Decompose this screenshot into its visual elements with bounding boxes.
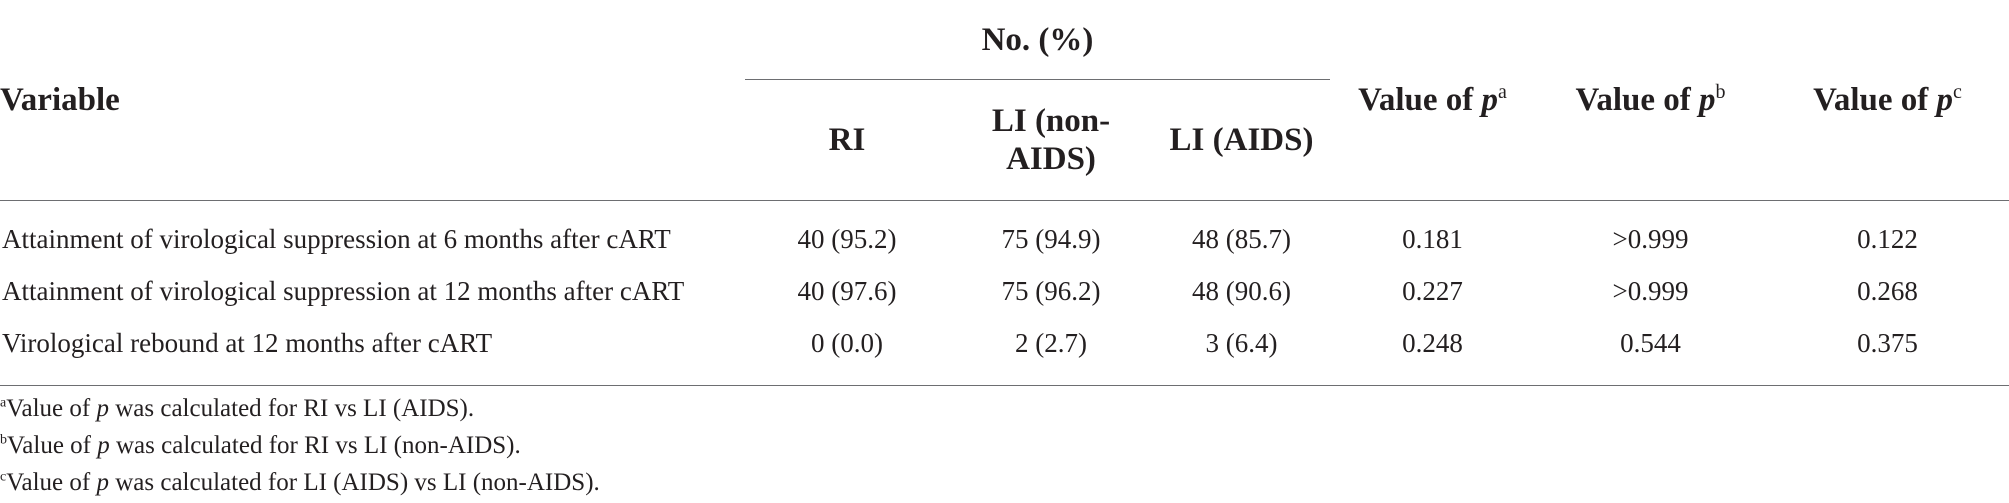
footnote-a-p: p bbox=[96, 395, 109, 422]
footnote-b-after: was calculated for RI vs LI (non-AIDS). bbox=[109, 432, 521, 459]
footnote-a-before: Value of bbox=[6, 395, 97, 422]
cell-li-aids: 48 (90.6) bbox=[1192, 275, 1291, 306]
footnote-a-marker: a bbox=[0, 395, 7, 411]
header-group-label: No. (%) bbox=[981, 22, 1094, 58]
header-p-a-sup: a bbox=[1498, 81, 1507, 103]
footnote-a: aValue of p was calculated for RI vs LI … bbox=[0, 390, 600, 427]
footnote-c: cValue of p was calculated for LI (AIDS)… bbox=[0, 464, 600, 501]
header-li-aids: LI (AIDS) bbox=[1153, 80, 1331, 201]
header-ri: RI bbox=[745, 80, 949, 201]
cell-ri: 0 (0.0) bbox=[745, 317, 949, 386]
footnote-a-after: was calculated for RI vs LI (AIDS). bbox=[108, 395, 475, 422]
cell-li-non-aids: 75 (94.9) bbox=[1001, 223, 1101, 254]
table-row: Virological rebound at 12 months after c… bbox=[0, 317, 2009, 386]
header-p-c: Value of pc bbox=[1766, 0, 2009, 201]
footnote-b: bValue of p was calculated for RI vs LI … bbox=[0, 427, 600, 464]
cell-li-non-aids: 2 (2.7) bbox=[949, 317, 1153, 386]
cell-ri: 40 (95.2) bbox=[797, 223, 897, 254]
cell-p-a: 0.227 bbox=[1402, 275, 1463, 306]
table-row: Attainment of virological suppression at… bbox=[0, 265, 2009, 317]
table-header: Variable No. (%) Value of pa Value of pb… bbox=[0, 0, 2009, 201]
header-p-c-prefix: Value of bbox=[1813, 82, 1937, 118]
cell-p-a: 0.181 bbox=[1402, 223, 1463, 254]
footnote-c-marker: c bbox=[0, 469, 7, 485]
header-variable: Variable bbox=[0, 0, 745, 201]
cell-li-non-aids: 75 (96.2) bbox=[1001, 275, 1101, 306]
row-variable: Attainment of virological suppression at… bbox=[2, 275, 685, 306]
header-p-a: Value of pa bbox=[1330, 0, 1536, 201]
cell-p-c: 0.122 bbox=[1857, 223, 1918, 254]
footnote-c-before: Value of bbox=[6, 469, 97, 496]
header-p-b-sup: b bbox=[1715, 81, 1726, 103]
footnote-c-after: was calculated for LI (AIDS) vs LI (non-… bbox=[108, 469, 600, 496]
header-group-no-percent: No. (%) bbox=[745, 0, 1331, 80]
footnote-b-p: p bbox=[97, 432, 110, 459]
cell-li-aids: 48 (85.7) bbox=[1192, 223, 1291, 254]
cell-p-b: >0.999 bbox=[1612, 223, 1689, 254]
header-li-non-aids-label: LI (non-AIDS) bbox=[991, 103, 1111, 177]
group-underline bbox=[745, 79, 1331, 80]
header-p-b-prefix: Value of bbox=[1575, 82, 1699, 118]
footnote-b-before: Value of bbox=[7, 432, 98, 459]
table-body: Attainment of virological suppression at… bbox=[0, 201, 2009, 386]
cell-p-b: 0.544 bbox=[1535, 317, 1767, 386]
cell-p-c: 0.268 bbox=[1857, 275, 1918, 306]
footnote-b-marker: b bbox=[0, 432, 7, 448]
header-p-b: Value of pb bbox=[1535, 0, 1767, 201]
row-variable: Virological rebound at 12 months after c… bbox=[0, 317, 745, 386]
cell-p-c: 0.375 bbox=[1766, 317, 2009, 386]
cell-ri: 40 (97.6) bbox=[797, 275, 897, 306]
footnotes: aValue of p was calculated for RI vs LI … bbox=[0, 390, 600, 501]
header-p-a-prefix: Value of bbox=[1358, 82, 1482, 118]
header-li-non-aids: LI (non-AIDS) bbox=[949, 80, 1153, 201]
footnote-c-p: p bbox=[96, 469, 109, 496]
cell-li-aids: 3 (6.4) bbox=[1153, 317, 1331, 386]
results-table: Variable No. (%) Value of pa Value of pb… bbox=[0, 0, 2009, 386]
row-variable: Attainment of virological suppression at… bbox=[2, 223, 671, 254]
cell-p-a: 0.248 bbox=[1330, 317, 1536, 386]
table-row: Attainment of virological suppression at… bbox=[0, 201, 2009, 266]
header-p-a-symbol: p bbox=[1481, 82, 1499, 118]
header-p-c-symbol: p bbox=[1936, 82, 1954, 118]
cell-p-b: >0.999 bbox=[1612, 275, 1689, 306]
header-p-c-sup: c bbox=[1953, 81, 1962, 103]
header-p-b-symbol: p bbox=[1699, 82, 1716, 118]
